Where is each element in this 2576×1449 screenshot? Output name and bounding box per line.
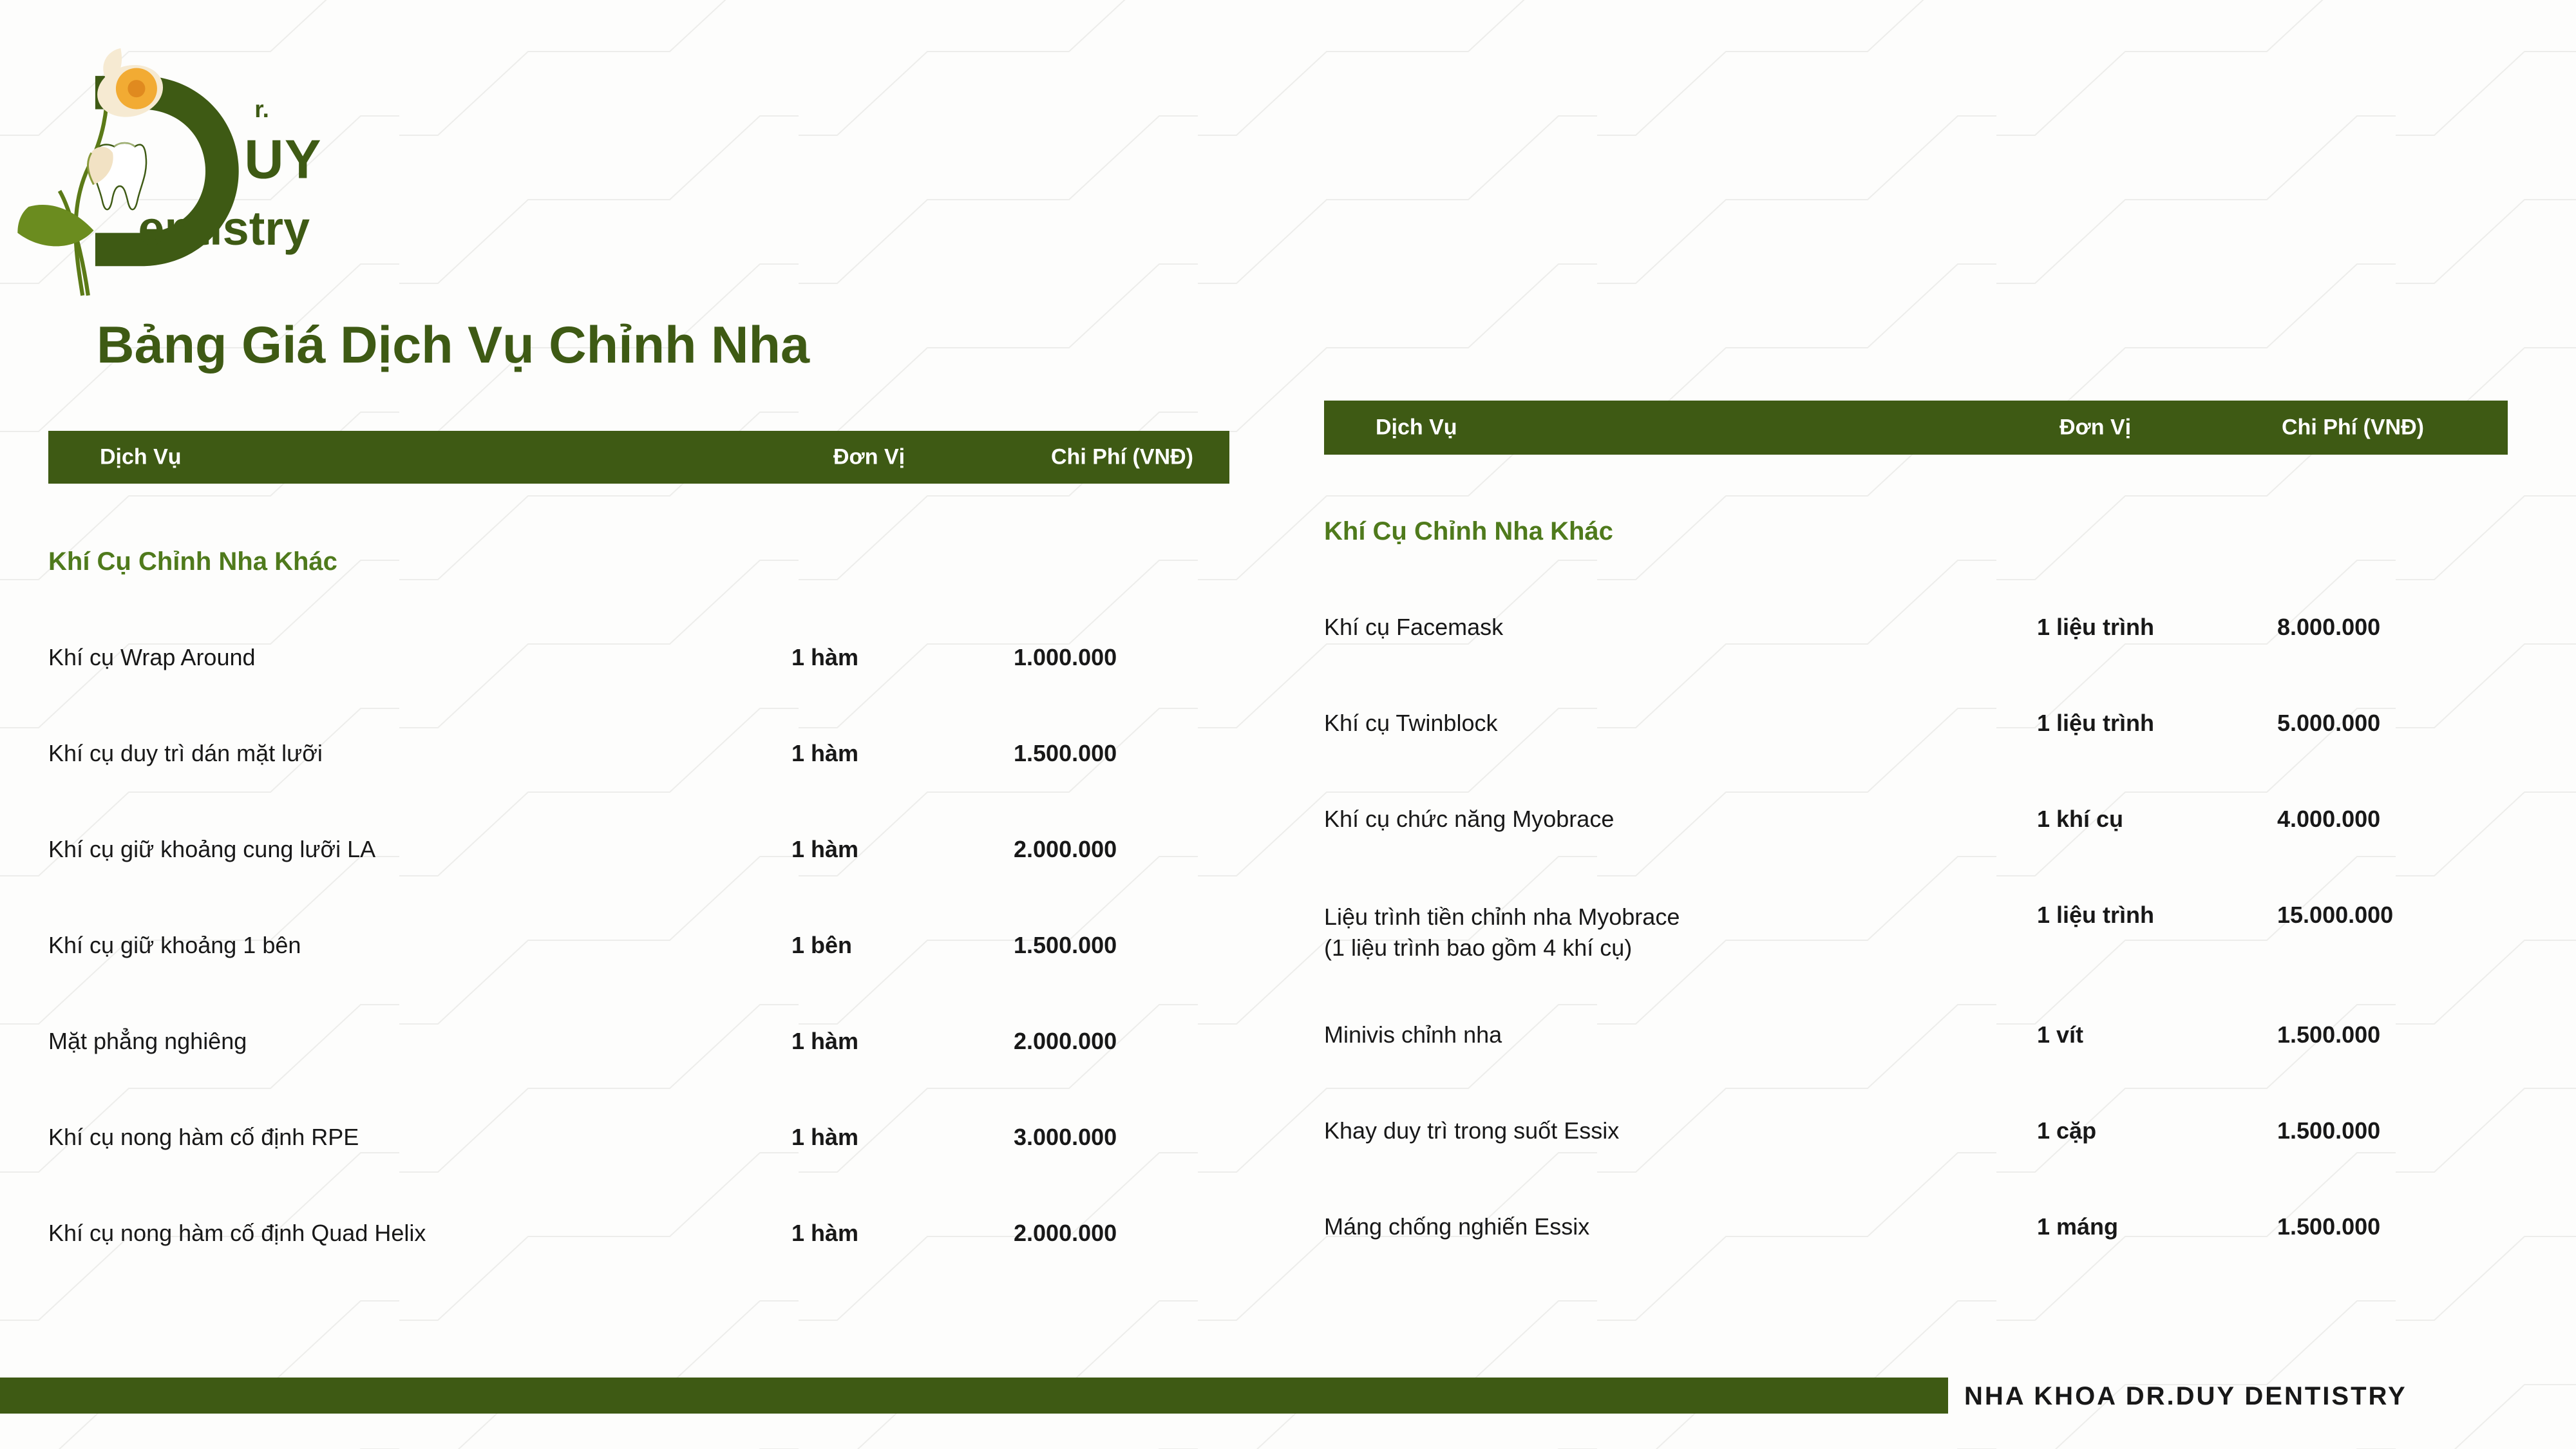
svg-text:UY: UY	[244, 129, 321, 190]
svg-text:entistry: entistry	[138, 202, 310, 255]
svg-text:r.: r.	[254, 96, 269, 122]
